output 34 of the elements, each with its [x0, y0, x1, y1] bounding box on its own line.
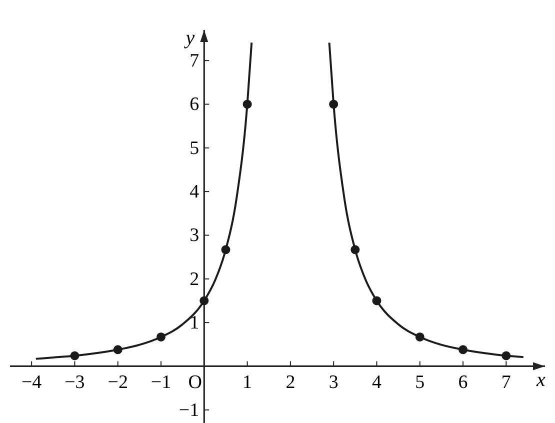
y-tick-label: 2 — [190, 268, 200, 290]
x-axis-title: x — [536, 369, 546, 392]
y-tick-label: 5 — [190, 138, 200, 159]
x-tick-label: 4 — [372, 372, 382, 394]
y-axis-title: y — [184, 27, 195, 49]
y-tick-label: 6 — [190, 94, 200, 116]
point — [502, 351, 511, 360]
y-tick-label: 1 — [190, 312, 200, 334]
x-tick-label: 5 — [415, 372, 425, 394]
point — [372, 296, 382, 306]
x-tick-label: 1 — [242, 372, 252, 394]
x-tick-label: O — [188, 372, 202, 394]
x-tick-label: −4 — [21, 372, 42, 394]
point — [415, 332, 424, 342]
y-tick-label: 7 — [190, 50, 200, 72]
y-tick-label: −1 — [178, 400, 200, 421]
y-tick-label: 3 — [190, 225, 200, 246]
point — [70, 351, 80, 360]
point — [350, 245, 360, 254]
point — [242, 100, 252, 109]
point — [329, 100, 338, 109]
y-tick-label: 4 — [190, 182, 200, 203]
point — [156, 332, 166, 342]
x-tick-label: −1 — [150, 372, 172, 394]
point — [113, 345, 122, 354]
x-tick-label: 6 — [458, 372, 468, 394]
x-tick-label: −2 — [108, 372, 128, 394]
x-tick-label: −3 — [64, 372, 85, 394]
x-tick-label: 7 — [501, 372, 511, 394]
point — [458, 345, 468, 354]
point — [221, 245, 230, 254]
x-tick-label: 2 — [286, 372, 296, 394]
x-tick-label: 3 — [328, 372, 338, 394]
point — [200, 296, 209, 306]
